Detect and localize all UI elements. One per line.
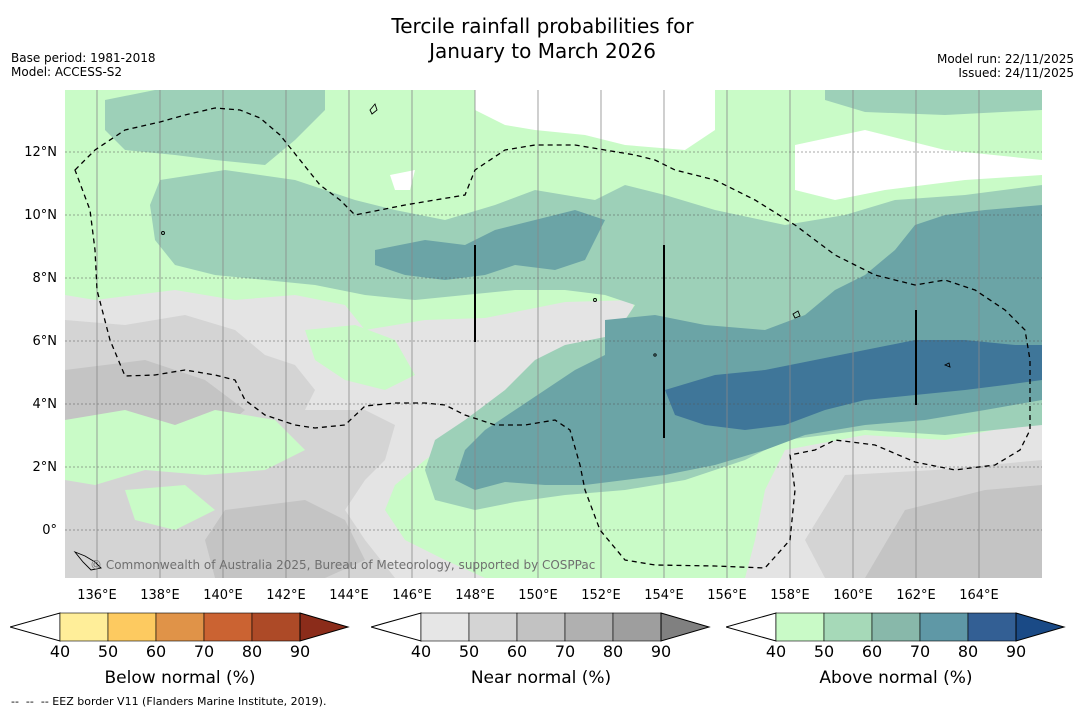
colorbar-below-bin-40 [59,612,109,642]
colorbar-above-bin-70 [919,612,969,642]
lon-label-148e: 148°E [455,588,495,603]
cb-below-title: Below normal (%) [104,668,256,688]
colorbar-below-low-extension [10,612,61,642]
cb-near-tick-90: 90 [650,642,672,661]
lon-label-162e: 162°E [896,588,936,603]
cb-below-tick-50: 50 [97,642,119,661]
lat-label-12n: 12°N [24,145,57,160]
eez-border [74,107,1031,569]
lat-label-10n: 10°N [24,208,57,223]
map-gridlines [65,151,1042,531]
cb-below-tick-80: 80 [241,642,263,661]
lon-label-154e: 154°E [644,588,684,603]
lon-label-152e: 152°E [581,588,621,603]
colorbar-near-high-extension [660,612,711,642]
lon-label-156e: 156°E [707,588,747,603]
title-line-2: January to March 2026 [429,39,656,63]
base-period: Base period: 1981-2018 [11,51,156,65]
colorbar-below-bin-80 [251,612,301,642]
cb-below-tick-40: 40 [49,642,71,661]
lat-label-0: 0° [42,523,57,538]
cb-below-tick-60: 60 [145,642,167,661]
lon-label-136e: 136°E [77,588,117,603]
colorbar-near-bin-70 [564,612,614,642]
map-region-above-40-patch [65,325,415,530]
colorbar-near-bin-50 [468,612,518,642]
colorbar-above-bin-40 [775,612,825,642]
colorbar-near-bin-60 [516,612,566,642]
colorbar-near-bin-40 [420,612,470,642]
colorbar-near-normal [371,612,711,642]
model-run: Model run: 22/11/2025 [936,52,1074,66]
cb-above-tick-90: 90 [1005,642,1027,661]
cb-above-tick-60: 60 [861,642,883,661]
lat-label-8n: 8°N [32,271,58,286]
cb-below-tick-70: 70 [193,642,215,661]
cb-near-tick-70: 70 [554,642,576,661]
colorbar-near-bin-80 [612,612,662,642]
cb-above-tick-80: 80 [957,642,979,661]
copyright-notice: © Commonwealth of Australia 2025, Bureau… [90,558,596,572]
map-region-above-60 [375,205,1042,490]
cb-above-title: Above normal (%) [819,668,973,688]
cb-near-tick-60: 60 [506,642,528,661]
map-svg [65,90,1042,578]
map-title: Tercile rainfall probabilities for Janua… [0,14,1085,64]
colorbar-above-high-extension [1015,612,1066,642]
lat-label-2n: 2°N [32,460,58,475]
meta-left: Base period: 1981-2018 Model: ACCESS-S2 [11,51,156,79]
colorbar-below-bin-60 [155,612,205,642]
eez-footnote: -- -- -- EEZ border V11 (Flanders Marine… [11,695,327,708]
colorbar-below-bin-50 [107,612,157,642]
lon-label-144e: 144°E [329,588,369,603]
cb-above-tick-70: 70 [909,642,931,661]
map-markers [474,245,917,438]
lon-label-146e: 146°E [392,588,432,603]
colorbar-above-bin-80 [967,612,1017,642]
lon-label-138e: 138°E [140,588,180,603]
lon-label-142e: 142°E [266,588,306,603]
colorbar-below-high-extension [299,612,350,642]
cb-above-tick-40: 40 [765,642,787,661]
meta-right: Model run: 22/11/2025 Issued: 24/11/2025 [937,52,1074,80]
model-name: Model: ACCESS-S2 [11,65,123,79]
cb-near-tick-80: 80 [602,642,624,661]
lon-label-164e: 164°E [959,588,999,603]
lat-label-6n: 6°N [32,334,58,349]
cb-near-tick-50: 50 [458,642,480,661]
colorbar-near-low-extension [371,612,422,642]
colorbar-above-normal [726,612,1066,642]
lat-label-4n: 4°N [32,397,58,412]
cb-below-tick-90: 90 [289,642,311,661]
map-region-near-60 [65,360,1042,578]
map-region-white [390,90,1042,200]
lon-label-140e: 140°E [203,588,243,603]
lon-label-150e: 150°E [518,588,558,603]
cb-near-tick-40: 40 [410,642,432,661]
colorbar-above-low-extension [726,612,777,642]
colorbar-below-normal [10,612,350,642]
map-islands [73,103,951,571]
colorbar-below-bin-70 [203,612,253,642]
cb-near-title: Near normal (%) [470,668,612,688]
lon-label-158e: 158°E [770,588,810,603]
colorbar-above-bin-60 [871,612,921,642]
map-region-above-70 [665,340,1042,430]
issued-date: Issued: 24/11/2025 [958,66,1074,80]
colorbar-above-bin-50 [823,612,873,642]
cb-above-tick-50: 50 [813,642,835,661]
lon-label-160e: 160°E [833,588,873,603]
title-line-1: Tercile rainfall probabilities for [391,14,694,38]
map-panel [65,90,1042,578]
